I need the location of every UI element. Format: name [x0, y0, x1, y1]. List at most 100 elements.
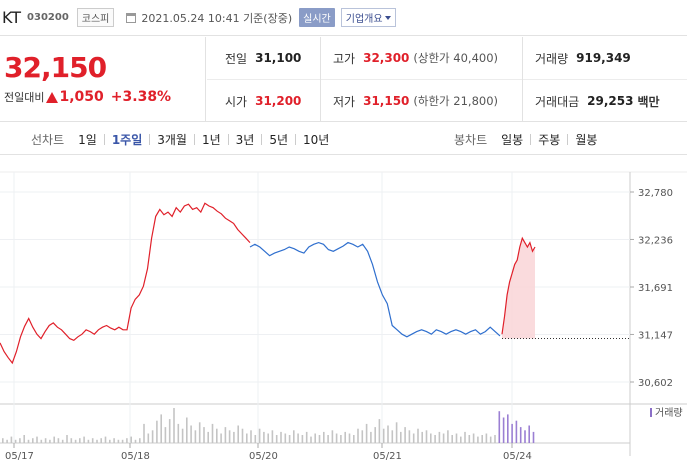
y-tick-label: 32,236 [638, 235, 673, 246]
stat-unit: 백만 [637, 94, 660, 109]
volume-bar [280, 431, 282, 443]
stats-grid: 전일 31,100 고가 32,300 (상한가 40,400) 거래량 919… [207, 37, 687, 122]
volume-bar [177, 423, 180, 443]
candle-button-2[interactable]: 월봉 [575, 132, 598, 147]
volume-bar [10, 436, 13, 443]
volume-bar [365, 423, 368, 443]
period-button-6[interactable]: 10년 [303, 132, 330, 147]
stock-header: KT 030200 코스피 2021.05.24 10:41 기준(장중) 실시… [0, 0, 687, 36]
volume-bar [335, 433, 338, 443]
period-button-4[interactable]: 3년 [235, 132, 255, 147]
volume-bar [250, 430, 252, 443]
volume-bar [160, 414, 162, 443]
volume-bar [267, 433, 269, 443]
period-button-0[interactable]: 1일 [78, 132, 97, 147]
line-chart-label: 선차트 [31, 132, 65, 147]
volume-bar [395, 422, 398, 443]
price-line-down [249, 241, 501, 338]
volume-bar [53, 436, 55, 443]
volume-bar [194, 430, 197, 443]
stat-label: 저가 [333, 94, 356, 109]
volume-bar [254, 435, 257, 443]
volume-bar [489, 436, 492, 443]
candle-chart-label: 봉차트 [454, 132, 488, 147]
volume-bar [511, 423, 513, 443]
volume-bar [318, 435, 321, 443]
period-button-2[interactable]: 3개월 [157, 132, 187, 147]
period-button-5[interactable]: 5년 [269, 132, 289, 147]
change-value: 1,050 [59, 89, 104, 105]
volume-bar [353, 435, 355, 443]
chevron-down-icon [384, 15, 391, 20]
volume-bar [442, 433, 445, 443]
volume-bar [224, 427, 227, 443]
volume-bar [348, 433, 351, 443]
volume-bar [382, 428, 385, 443]
period-button-3[interactable]: 1년 [201, 132, 221, 147]
volume-bar [117, 439, 120, 443]
volume-bar [451, 435, 453, 443]
stat-volume: 거래량 919,349 [535, 37, 631, 79]
volume-bar [378, 419, 381, 443]
volume-bar [241, 428, 244, 443]
volume-bar [340, 435, 342, 443]
volume-legend-label: 거래량 [655, 407, 683, 419]
x-tick-label: 05/21 [373, 451, 402, 462]
realtime-button[interactable]: 실시간 [299, 8, 335, 27]
corp-info-dropdown[interactable]: 기업개요 [340, 8, 396, 27]
volume-bar [2, 438, 4, 443]
toolbar-separator [295, 133, 297, 145]
volume-bar [220, 433, 222, 443]
volume-bar [374, 427, 376, 443]
toolbar-separator [193, 133, 195, 145]
volume-bar [134, 439, 137, 443]
candle-button-1[interactable]: 주봉 [538, 132, 561, 147]
toolbar-separator [261, 133, 263, 145]
volume-bar [79, 438, 81, 443]
volume-bar [70, 438, 73, 443]
volume-bar [528, 425, 530, 443]
volume-bar [14, 439, 17, 443]
volume-bar [310, 436, 312, 443]
stat-value: 31,150 [363, 94, 410, 108]
timestamp: 2021.05.24 10:41 기준(장중) [141, 11, 293, 25]
stat-label: 거래대금 [535, 94, 580, 109]
period-button-1[interactable]: 1주일 [111, 132, 143, 147]
volume-bar [113, 438, 115, 443]
volume-bar [481, 435, 483, 443]
volume-bar [447, 430, 449, 443]
y-tick-label: 31,147 [638, 330, 673, 341]
change-percent: +3.38% [110, 89, 172, 105]
volume-bar [198, 422, 201, 443]
toolbar-separator [227, 133, 229, 145]
volume-bar [109, 439, 111, 443]
price-summary: 32,150 전일대비 1,050 +3.38% [0, 37, 206, 122]
volume-bar [139, 438, 141, 443]
volume-bar [438, 431, 441, 443]
stats-divider [207, 79, 687, 80]
volume-bar [430, 433, 432, 443]
volume-bar [66, 435, 68, 443]
volume-bar [40, 439, 43, 443]
volume-bar [524, 430, 526, 443]
volume-bar [404, 427, 406, 443]
volume-bar [207, 431, 209, 443]
stat-value: 31,200 [255, 94, 302, 108]
volume-bar [100, 438, 102, 443]
stat-sub: (하한가 21,800) [413, 94, 499, 108]
volume-bar [412, 433, 415, 443]
volume-bar [203, 427, 205, 443]
volume-bar [61, 439, 64, 443]
stat-label: 전일 [225, 51, 248, 66]
x-tick-label: 05/20 [249, 451, 278, 462]
volume-bar [425, 430, 428, 443]
volume-bar [519, 427, 522, 443]
candle-button-0[interactable]: 일봉 [501, 132, 524, 147]
stat-high: 고가 32,300 (상한가 40,400) [333, 37, 498, 79]
volume-bar [301, 435, 304, 443]
volume-bar [305, 431, 308, 443]
stat-low: 저가 31,150 (하한가 21,800) [333, 80, 498, 122]
volume-bar [417, 428, 419, 443]
volume-bar [323, 431, 325, 443]
volume-bar [27, 439, 30, 443]
